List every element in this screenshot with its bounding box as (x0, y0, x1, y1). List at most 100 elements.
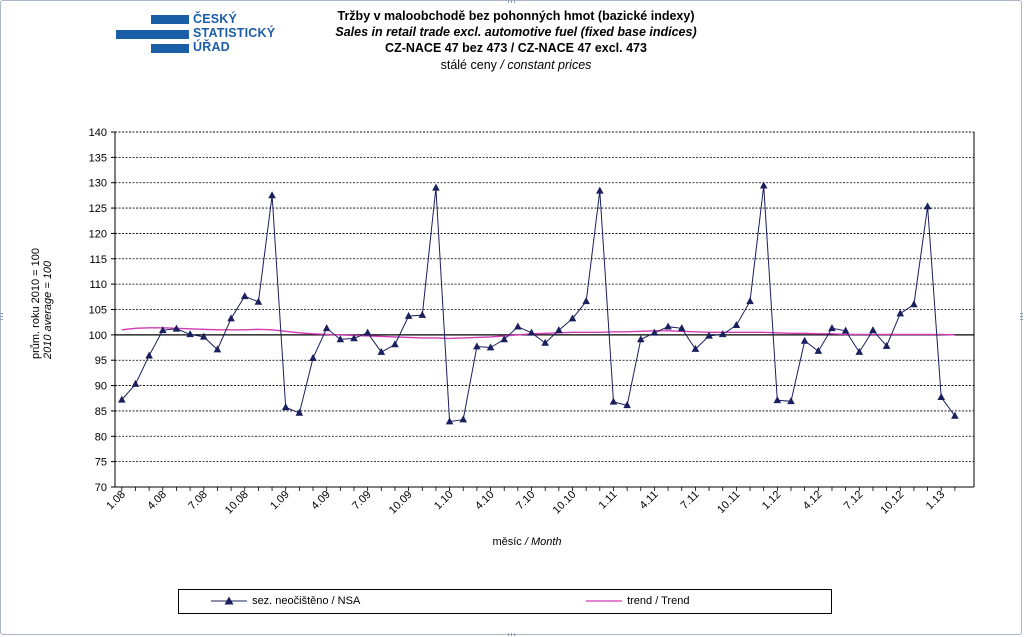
legend-item-trend: trend / Trend (584, 595, 689, 607)
resize-handle-top[interactable] (508, 0, 517, 3)
y-tick-label: 85 (95, 406, 107, 418)
gridlines (115, 131, 974, 463)
nsa-point (500, 335, 509, 343)
x-tick-label: 1.10 (432, 489, 456, 513)
series-trend (121, 327, 955, 340)
prices-cz: stálé ceny (440, 58, 497, 72)
series-nsa (118, 181, 959, 425)
nsa-point (240, 292, 249, 300)
nsa-point (186, 330, 194, 338)
y-tick-label: 80 (95, 431, 107, 443)
nsa-point (459, 415, 468, 423)
nsa-point (336, 335, 345, 343)
x-tick-label: 4.11 (638, 489, 661, 512)
x-tick-label: 4.10 (473, 489, 497, 513)
nsa-point (623, 401, 631, 409)
x-tick-label: 7.10 (514, 489, 538, 513)
chart-title-english: Sales in retail trade excl. automotive f… (335, 25, 697, 39)
y-axis-ticks: 70 75 80 85 90 95 100 105 110 115 120 125 130 135 140 (89, 127, 115, 494)
nsa-point (391, 340, 399, 348)
nsa-point (568, 314, 577, 322)
nsa-point (677, 324, 686, 332)
nsa-point (582, 297, 590, 305)
y-tick-label: 75 (95, 457, 107, 469)
x-axis-label: měsíc / Month (0, 536, 1024, 548)
nsa-point (309, 353, 317, 361)
nsa-point (759, 181, 768, 189)
nsa-point (650, 328, 659, 336)
nsa-point (377, 347, 386, 355)
y-tick-label: 140 (89, 127, 107, 139)
x-tick-label: 4.09 (309, 489, 333, 513)
legend-swatch-nsa (211, 596, 247, 605)
chart-title: Tržby v maloobchodě bez pohonných hmot (… (337, 9, 695, 23)
nsa-point (172, 324, 181, 332)
y-tick-label: 70 (95, 482, 107, 494)
logo-bar-1 (151, 15, 189, 24)
nsa-point (896, 309, 905, 317)
nsa-point (322, 324, 331, 332)
x-tick-label: 1.12 (760, 489, 784, 513)
resize-handle-left[interactable] (0, 313, 3, 322)
x-tick-label: 10.09 (387, 489, 415, 517)
chart-subtitle: stálé ceny / constant prices (4, 58, 1024, 72)
y-tick-label: 135 (89, 152, 107, 164)
nsa-point (923, 202, 932, 210)
nsa-point (705, 331, 713, 339)
x-tick-label: 1.08 (104, 489, 128, 513)
nsa-point (937, 393, 946, 401)
nsa-line (121, 185, 956, 423)
legend: sez. neočištěno / NSA trend / Trend (178, 589, 832, 614)
logo-text: ČESKÝ STATISTICKÝ ÚŘAD (193, 12, 275, 54)
nsa-point (514, 322, 522, 330)
x-tick-label: 4.08 (145, 489, 169, 513)
nsa-point (691, 344, 700, 352)
nsa-point (828, 324, 836, 332)
logo-bar-3 (151, 44, 189, 53)
nsa-point (432, 183, 440, 191)
nsa-point (158, 326, 167, 334)
x-axis-label-en: / Month (524, 536, 562, 548)
resize-handle-bottom[interactable] (508, 633, 517, 636)
nsa-point (555, 326, 563, 334)
logo-line-1: ČESKÝ (193, 12, 238, 26)
x-tick-label: 4.12 (801, 489, 825, 513)
nsa-point (295, 408, 304, 416)
nsa-point (486, 343, 495, 351)
nsa-point (718, 330, 727, 338)
x-tick-label: 1.11 (597, 489, 620, 512)
nsa-point (596, 186, 604, 194)
axes (114, 131, 975, 488)
x-tick-label: 7.12 (842, 489, 866, 513)
nsa-point (131, 379, 140, 387)
trend-line (121, 327, 955, 340)
nsa-point (473, 342, 481, 350)
nsa-point (350, 334, 358, 342)
y-tick-label: 120 (89, 228, 107, 240)
nsa-point (145, 351, 153, 359)
x-tick-label: 10.08 (223, 489, 251, 517)
x-axis-label-cz: měsíc (492, 536, 522, 548)
nsa-point (268, 191, 276, 199)
nsa-point (227, 314, 235, 322)
nsa-point (855, 347, 864, 355)
nsa-point (869, 326, 877, 334)
y-tick-label: 115 (89, 254, 107, 266)
nsa-point (773, 396, 782, 404)
nsa-point (445, 417, 454, 425)
y-tick-label: 105 (89, 305, 107, 317)
nsa-point (841, 326, 850, 334)
nsa-point (910, 300, 918, 308)
x-tick-label: 10.10 (551, 489, 579, 517)
nsa-point (951, 411, 959, 419)
logo-bar-2 (116, 30, 189, 39)
nsa-point (281, 403, 290, 411)
nsa-point (118, 395, 126, 403)
nsa-point (609, 397, 618, 405)
nsa-point (882, 341, 891, 349)
nsa-point (527, 328, 536, 336)
nsa-point (664, 322, 672, 330)
chart-code: CZ-NACE 47 bez 473 / CZ-NACE 47 excl. 47… (385, 41, 647, 55)
logo-line-2: STATISTICKÝ (193, 26, 276, 40)
resize-handle-right[interactable] (1020, 313, 1023, 322)
